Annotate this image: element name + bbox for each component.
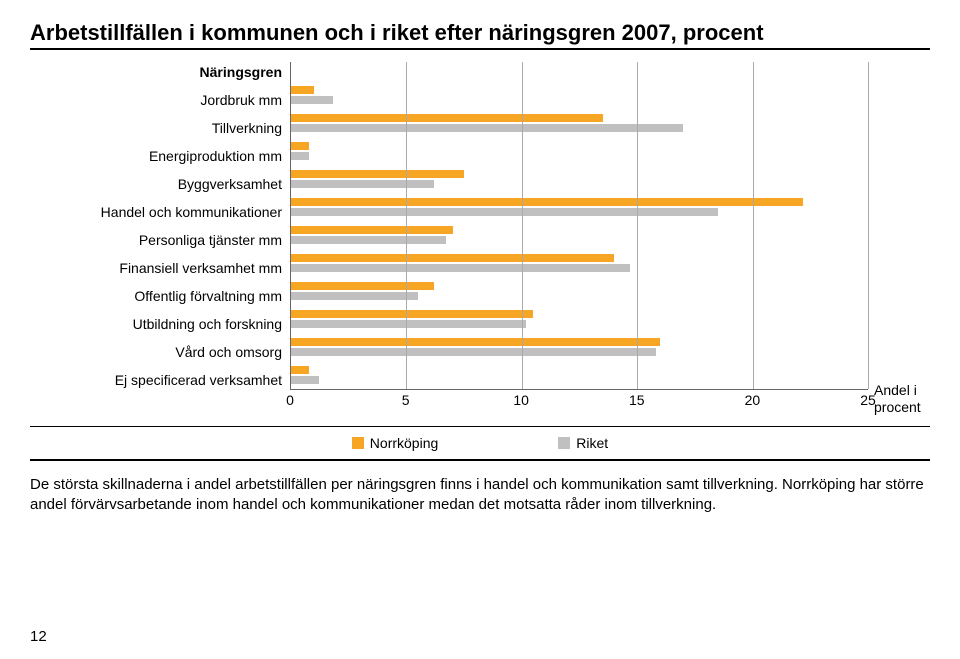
plot-area xyxy=(290,62,868,390)
bar-group xyxy=(291,166,868,194)
category-label: Finansiell verksamhet mm xyxy=(30,254,282,282)
page-title: Arbetstillfällen i kommunen och i riket … xyxy=(30,20,930,46)
bar-primary xyxy=(291,198,803,206)
category-label: Utbildning och forskning xyxy=(30,310,282,338)
bar-group xyxy=(291,110,868,138)
legend-swatch-primary xyxy=(352,437,364,449)
bar-primary xyxy=(291,366,309,374)
legend: Norrköping Riket xyxy=(30,426,930,461)
bar-group xyxy=(291,138,868,166)
category-label: Jordbruk mm xyxy=(30,86,282,114)
bar-secondary xyxy=(291,292,418,300)
x-tick: 0 xyxy=(286,392,294,408)
category-labels-column: Näringsgren Jordbruk mmTillverkningEnerg… xyxy=(30,62,290,394)
grid-line xyxy=(753,62,754,389)
bar-secondary xyxy=(291,208,718,216)
grid-line xyxy=(637,62,638,389)
body-text: De största skillnaderna i andel arbetsti… xyxy=(30,475,930,516)
bar-primary xyxy=(291,254,614,262)
labels-header: Näringsgren xyxy=(30,62,282,82)
page-number: 12 xyxy=(30,628,47,645)
grid-line xyxy=(868,62,869,389)
legend-item-primary: Norrköping xyxy=(352,435,438,451)
bar-secondary xyxy=(291,152,309,160)
x-axis-ticks: 0510152025Andel i procent xyxy=(290,390,868,410)
bar-group xyxy=(291,250,868,278)
bar-secondary xyxy=(291,348,656,356)
category-label: Tillverkning xyxy=(30,114,282,142)
plot-column: 0510152025Andel i procent xyxy=(290,62,930,410)
bar-group xyxy=(291,278,868,306)
bar-secondary xyxy=(291,96,333,104)
category-label: Vård och omsorg xyxy=(30,338,282,366)
bar-primary xyxy=(291,114,603,122)
grid-line xyxy=(406,62,407,389)
bar-primary xyxy=(291,170,464,178)
bar-group xyxy=(291,222,868,250)
bar-group xyxy=(291,362,868,390)
category-label: Ej specificerad verksamhet xyxy=(30,366,282,394)
bar-secondary xyxy=(291,236,446,244)
bar-group xyxy=(291,306,868,334)
bar-secondary xyxy=(291,124,683,132)
x-tick: 5 xyxy=(402,392,410,408)
x-tick: 20 xyxy=(745,392,761,408)
bar-secondary xyxy=(291,180,434,188)
category-label: Handel och kommunikationer xyxy=(30,198,282,226)
title-rule xyxy=(30,48,930,50)
bar-primary xyxy=(291,86,314,94)
x-tick: 15 xyxy=(629,392,645,408)
category-label: Byggverksamhet xyxy=(30,170,282,198)
legend-item-secondary: Riket xyxy=(558,435,608,451)
legend-label-primary: Norrköping xyxy=(370,435,438,451)
category-label: Energiproduktion mm xyxy=(30,142,282,170)
x-tick: 10 xyxy=(513,392,529,408)
category-label: Personliga tjänster mm xyxy=(30,226,282,254)
bar-primary xyxy=(291,226,453,234)
legend-swatch-secondary xyxy=(558,437,570,449)
grid-line xyxy=(522,62,523,389)
legend-label-secondary: Riket xyxy=(576,435,608,451)
bar-primary xyxy=(291,310,533,318)
chart-container: Näringsgren Jordbruk mmTillverkningEnerg… xyxy=(30,62,930,410)
bar-primary xyxy=(291,338,660,346)
bar-group xyxy=(291,334,868,362)
category-label: Offentlig förvaltning mm xyxy=(30,282,282,310)
bar-primary xyxy=(291,282,434,290)
bar-primary xyxy=(291,142,309,150)
bar-secondary xyxy=(291,320,526,328)
bar-group xyxy=(291,82,868,110)
bar-group xyxy=(291,194,868,222)
bar-secondary xyxy=(291,264,630,272)
x-axis-label: Andel i procent xyxy=(874,382,934,416)
bar-secondary xyxy=(291,376,319,384)
